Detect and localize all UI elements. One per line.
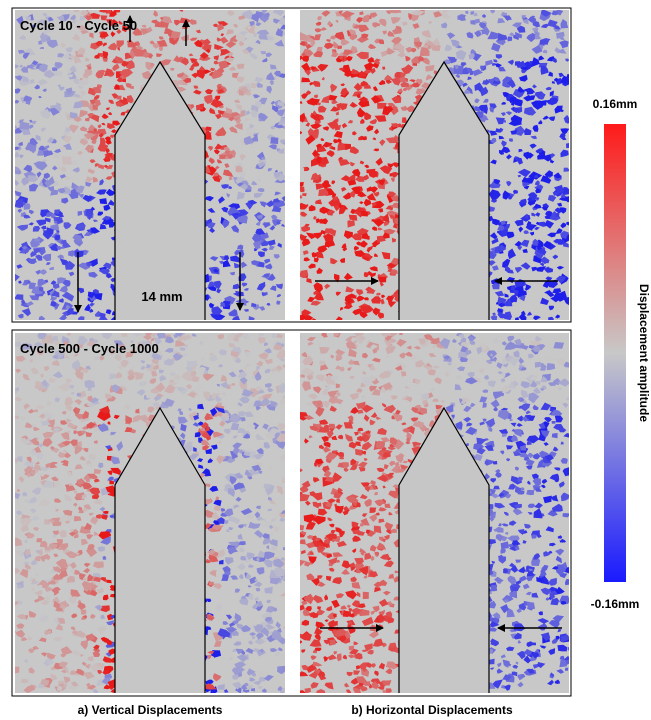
particle <box>311 160 313 162</box>
particle <box>338 46 343 50</box>
particle <box>565 668 569 671</box>
panel <box>296 6 574 324</box>
particle <box>337 653 342 661</box>
particle <box>187 361 198 368</box>
particle <box>36 538 42 542</box>
particle <box>310 552 314 555</box>
particle <box>252 636 256 639</box>
panel <box>10 7 290 324</box>
particle <box>94 357 99 360</box>
particle <box>62 156 72 165</box>
particle <box>364 681 371 686</box>
particle <box>296 315 306 322</box>
particle <box>399 332 403 335</box>
panel <box>12 329 290 697</box>
panel <box>297 329 573 697</box>
particle <box>296 186 305 192</box>
particle <box>99 198 107 204</box>
particle <box>283 547 287 550</box>
particle <box>526 490 534 495</box>
particle <box>251 83 257 89</box>
particle <box>122 79 126 83</box>
particle <box>360 523 364 526</box>
particle <box>552 421 556 424</box>
particle <box>131 429 136 433</box>
particle <box>299 101 303 104</box>
particle <box>298 540 306 545</box>
particle <box>121 332 128 337</box>
particle <box>206 427 210 432</box>
particle <box>298 525 304 531</box>
particle <box>238 411 245 416</box>
particle <box>363 592 369 599</box>
particle <box>200 104 204 108</box>
particle <box>282 477 289 483</box>
particle <box>83 578 87 581</box>
particle <box>508 36 512 41</box>
particle <box>12 667 19 674</box>
particle <box>532 643 536 646</box>
particle <box>17 456 22 462</box>
